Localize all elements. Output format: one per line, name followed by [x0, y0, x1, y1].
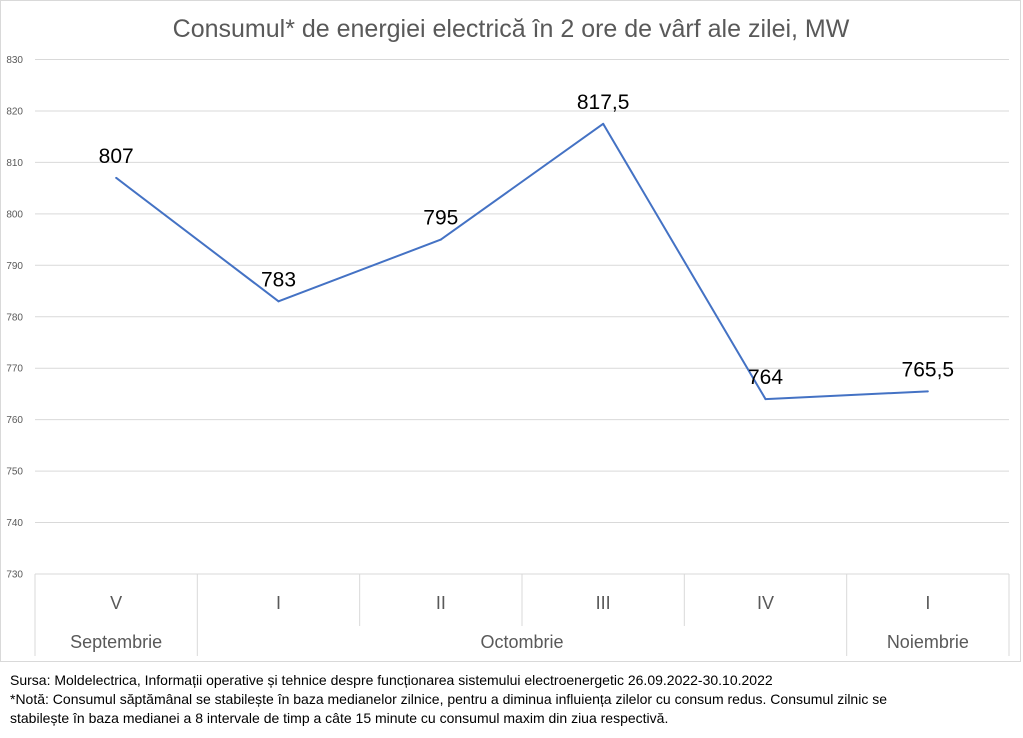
data-label: 783	[261, 268, 296, 291]
data-label: 765,5	[902, 358, 955, 381]
y-tick-label: 800	[6, 209, 23, 220]
x-group-label: Noiembrie	[887, 632, 969, 652]
data-point	[764, 398, 767, 401]
y-tick-label: 770	[6, 364, 23, 375]
data-label: 764	[748, 366, 783, 389]
source-note: Sursa: Moldelectrica, Informații operati…	[10, 672, 773, 688]
y-tick-label: 830	[6, 55, 23, 66]
footnote-line-1: *Notă: Consumul săptămânal se stabilește…	[10, 691, 888, 707]
chart-title: Consumul* de energiei electrică în 2 ore…	[173, 15, 850, 43]
x-tick-label: I	[276, 593, 281, 613]
y-tick-label: 790	[6, 261, 23, 272]
data-point	[439, 238, 442, 241]
chart: Consumul* de energiei electrică în 2 ore…	[6, 15, 1010, 656]
x-tick-label: IV	[757, 593, 774, 613]
x-tick-label: V	[110, 593, 122, 613]
y-tick-label: 760	[6, 415, 23, 426]
chart-notes: Sursa: Moldelectrica, Informații operati…	[10, 671, 1015, 728]
chart-frame	[0, 0, 1021, 662]
data-label: 807	[99, 145, 134, 168]
y-tick-label: 750	[6, 467, 23, 478]
data-point	[602, 122, 605, 125]
x-group-label: Septembrie	[70, 632, 162, 652]
data-point	[277, 300, 280, 303]
data-point	[115, 176, 118, 179]
series-line	[115, 122, 928, 401]
data-label: 795	[423, 207, 458, 230]
data-point	[926, 390, 929, 393]
y-tick-label: 740	[6, 518, 23, 529]
y-tick-label: 810	[6, 158, 23, 169]
y-tick-label: 820	[6, 106, 23, 117]
x-tick-label: I	[925, 593, 930, 613]
x-tick-label: II	[436, 593, 446, 613]
x-group-label: Octombrie	[480, 632, 563, 652]
x-tick-label: III	[596, 593, 611, 613]
data-label: 817,5	[577, 91, 630, 114]
y-tick-label: 730	[6, 570, 23, 581]
y-tick-label: 780	[6, 312, 23, 323]
footnote-line-2: stabilește în baza medianei a 8 interval…	[10, 710, 669, 726]
